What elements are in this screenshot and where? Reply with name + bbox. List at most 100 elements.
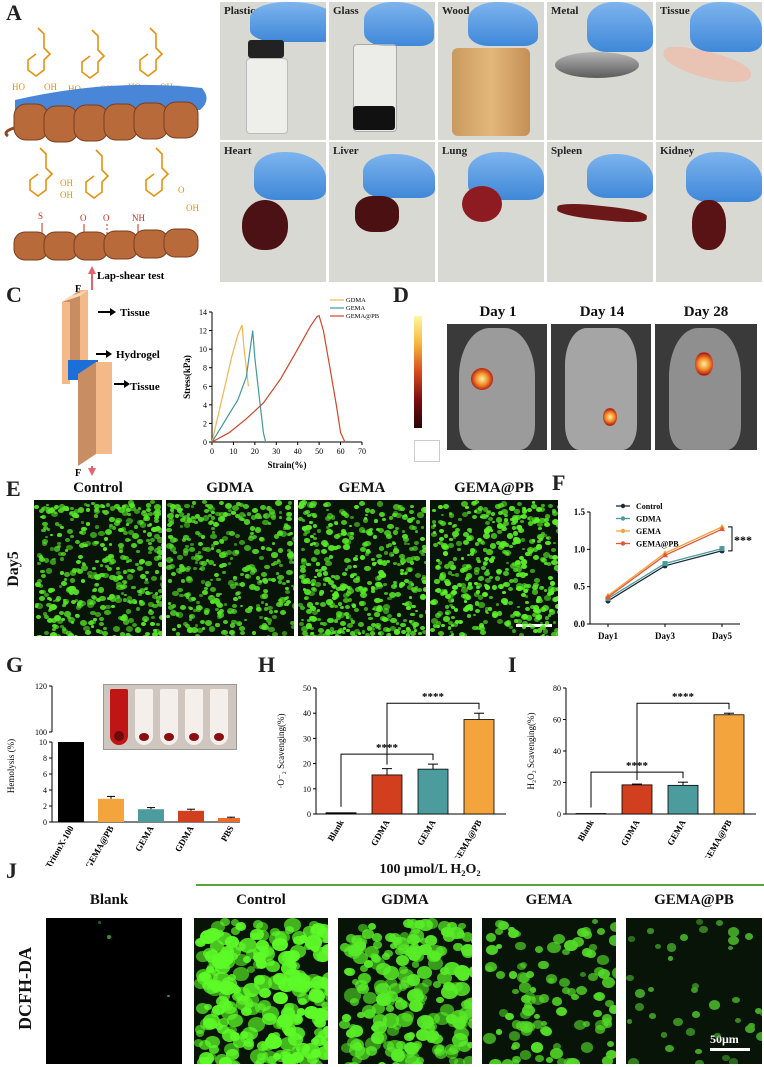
- cell: [353, 521, 360, 527]
- cell: [555, 522, 558, 528]
- cell: [93, 509, 100, 515]
- cell: [263, 588, 269, 593]
- cell: [452, 535, 457, 539]
- cell: [121, 615, 128, 622]
- cell: [351, 1055, 362, 1064]
- cell: [203, 508, 209, 513]
- cell: [448, 561, 454, 567]
- cell: [548, 503, 554, 508]
- cell: [496, 603, 500, 606]
- y-tick-label: 30: [303, 734, 311, 743]
- cell: [52, 599, 56, 603]
- cell: [277, 548, 284, 554]
- cell: [407, 933, 420, 945]
- cell: [231, 634, 236, 636]
- cell: [326, 525, 330, 529]
- cell: [648, 986, 655, 993]
- cell: [256, 940, 269, 951]
- cell: [233, 542, 238, 546]
- cell: [485, 514, 489, 518]
- cell: [527, 584, 532, 588]
- cell: [517, 527, 524, 534]
- cell: [284, 602, 289, 607]
- cell: [400, 622, 406, 628]
- cell: [323, 935, 328, 943]
- cell: [155, 600, 159, 603]
- cell: [410, 504, 415, 509]
- cell: [69, 590, 75, 596]
- cell: [158, 614, 162, 621]
- cell: [601, 1055, 614, 1064]
- cell: [204, 504, 209, 508]
- panel-h-label: H: [258, 652, 276, 677]
- cell: [318, 1029, 328, 1039]
- bar: [417, 768, 449, 815]
- cell: [540, 625, 547, 631]
- cell: [305, 524, 313, 531]
- cell: [67, 633, 75, 636]
- panel-f-label: F: [552, 470, 566, 495]
- x-axis-title: Strain(%): [268, 460, 307, 470]
- cell: [532, 1020, 543, 1029]
- cell: [417, 631, 422, 636]
- cell: [488, 607, 493, 611]
- cell: [72, 589, 80, 595]
- cell: [420, 937, 429, 945]
- cell: [545, 540, 551, 546]
- cell: [115, 566, 120, 571]
- cell: [305, 1009, 314, 1017]
- cell: [194, 633, 201, 636]
- cell: [462, 512, 468, 518]
- cell: [309, 605, 317, 612]
- cell: [325, 628, 330, 632]
- cell: [354, 979, 369, 992]
- cell: [398, 1058, 407, 1064]
- cell: [210, 515, 216, 520]
- cell: [97, 921, 101, 924]
- cell: [175, 614, 179, 617]
- cell: [95, 582, 99, 586]
- cell: [122, 570, 128, 575]
- cell: [211, 968, 220, 976]
- legend-label: Control: [636, 502, 663, 511]
- cell: [312, 524, 317, 528]
- cell: [143, 514, 149, 520]
- cell: [462, 566, 469, 572]
- cell: [377, 627, 381, 631]
- cell: [485, 944, 499, 955]
- cell: [605, 1049, 616, 1059]
- x-tick-label: 0: [210, 447, 214, 456]
- cell: [336, 586, 342, 591]
- cell: [409, 524, 416, 531]
- cell: [344, 538, 352, 545]
- cell: [521, 506, 527, 511]
- cell: [291, 536, 294, 542]
- cell: [532, 628, 538, 634]
- cell: [413, 540, 420, 546]
- cell: [538, 507, 545, 513]
- legend-label: GEMA@PB: [636, 540, 679, 549]
- x-tick-label: 70: [358, 447, 366, 456]
- cell: [90, 625, 95, 629]
- cell: [106, 566, 113, 572]
- cell: [180, 524, 184, 528]
- cell: [327, 617, 335, 624]
- cell: [50, 603, 57, 610]
- cell: [729, 1058, 739, 1064]
- cell: [333, 574, 341, 581]
- cell: [452, 584, 459, 590]
- cell: [204, 1003, 212, 1011]
- y-tick-label: 80: [553, 684, 561, 693]
- cell: [279, 609, 287, 616]
- cell: [86, 503, 90, 507]
- cell: [418, 614, 423, 618]
- y-tick-label: 6: [43, 770, 47, 779]
- cell: [368, 527, 373, 531]
- cell: [57, 507, 64, 513]
- j-row-label: DCFH-DA: [15, 947, 35, 1030]
- cell: [369, 509, 376, 514]
- cell: [126, 517, 134, 524]
- cell: [425, 632, 426, 636]
- cell: [249, 583, 257, 590]
